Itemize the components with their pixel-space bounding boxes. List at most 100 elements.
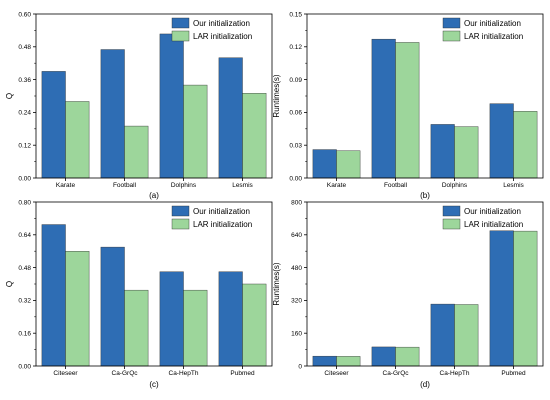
legend: Our initialization LAR initialization [171, 17, 252, 42]
bar [336, 356, 361, 367]
y-tick-label: 0.32 [18, 298, 31, 305]
x-tick-label: Ca-GrQc [383, 370, 410, 377]
panel-label: (b) [420, 191, 430, 200]
y-tick-label: 640 [291, 232, 302, 239]
y-tick-label: 800 [291, 199, 302, 206]
y-tick-label: 0.64 [18, 232, 31, 239]
bar [124, 125, 149, 179]
bar [312, 355, 337, 367]
x-tick-label: Dolphins [442, 182, 468, 189]
y-tick-label: 0.48 [18, 44, 31, 51]
y-tick-label: 0.80 [18, 199, 31, 206]
chart-panel: 0 160 320 480 640 800 Citeseer Ca-GrQc Ca-HepTh P… [272, 199, 544, 389]
panel-label: (c) [149, 380, 159, 389]
legend-label: Our initialization [193, 207, 250, 216]
x-tick-label: Lesmis [232, 182, 253, 189]
bar [41, 224, 66, 367]
bar [183, 84, 208, 179]
panel-label: (d) [420, 380, 430, 389]
bar [513, 111, 538, 179]
legend-swatch [171, 30, 190, 42]
bar [395, 42, 420, 179]
y-tick-label: 0.00 [18, 363, 31, 370]
y-axis-label: Runtimes(s) [272, 74, 281, 117]
bar [242, 283, 267, 367]
bar [430, 303, 455, 367]
y-tick-label: 0.00 [18, 175, 31, 182]
bar [124, 289, 149, 367]
legend-label: Our initialization [464, 207, 521, 216]
bar [41, 71, 66, 179]
bar [242, 93, 267, 179]
chart-panel: 0.00 0.16 0.32 0.48 0.64 0.80 Citeseer Ca-GrQc C… [5, 199, 273, 389]
x-tick-label: Lesmis [503, 182, 524, 189]
x-tick-label: Ca-HepTh [440, 370, 470, 377]
legend-swatch [171, 218, 190, 230]
y-tick-label: 0.15 [289, 11, 302, 18]
legend-label: Our initialization [193, 19, 250, 28]
bar [489, 103, 514, 179]
bar [312, 149, 337, 179]
legend-label: LAR initialization [464, 220, 523, 229]
bar [454, 304, 479, 367]
x-tick-label: Pubmed [501, 370, 526, 377]
y-axis-label: Q [5, 281, 14, 287]
y-tick-label: 0.36 [18, 77, 31, 84]
legend-swatch [171, 17, 190, 29]
bar [371, 38, 396, 179]
y-tick-label: 0.16 [18, 331, 31, 338]
bar [371, 346, 396, 367]
legend-label: LAR initialization [193, 32, 252, 41]
x-tick-label: Ca-HepTh [169, 370, 199, 377]
legend-swatch [442, 17, 461, 29]
bar [336, 150, 361, 179]
legend-label: LAR initialization [193, 220, 252, 229]
bar [183, 289, 208, 367]
x-tick-label: Ca-GrQc [112, 370, 139, 377]
bar [513, 230, 538, 367]
x-tick-label: Citeseer [324, 370, 349, 377]
y-tick-label: 0.48 [18, 265, 31, 272]
y-tick-label: 0.60 [18, 11, 31, 18]
x-tick-label: Football [384, 182, 408, 189]
legend-label: LAR initialization [464, 32, 523, 41]
y-tick-label: 0.06 [289, 110, 302, 117]
x-tick-label: Football [113, 182, 137, 189]
y-tick-label: 0.12 [289, 44, 302, 51]
y-axis-label: Q [5, 93, 14, 99]
y-tick-label: 320 [291, 298, 302, 305]
x-tick-label: Karate [56, 182, 76, 189]
y-tick-label: 0 [298, 363, 302, 370]
y-tick-label: 0.03 [289, 143, 302, 150]
chart-panel: 0.00 0.12 0.24 0.36 0.48 0.60 Karate Football Do… [5, 11, 273, 200]
y-tick-label: 0.12 [18, 143, 31, 150]
bar [395, 346, 420, 367]
bar [218, 271, 243, 367]
bar [218, 57, 243, 179]
legend-swatch [442, 205, 461, 217]
bar [159, 33, 184, 179]
legend-swatch [442, 30, 461, 42]
legend-swatch [442, 218, 461, 230]
bar [100, 49, 125, 179]
x-tick-label: Citeseer [53, 370, 78, 377]
x-tick-label: Pubmed [230, 370, 255, 377]
y-tick-label: 0.09 [289, 77, 302, 84]
x-tick-label: Dolphins [171, 182, 197, 189]
y-tick-label: 0.24 [18, 110, 31, 117]
x-tick-label: Karate [327, 182, 347, 189]
y-tick-label: 160 [291, 331, 302, 338]
panel-label: (a) [149, 191, 159, 200]
legend: Our initialization LAR initialization [442, 17, 523, 42]
legend-label: Our initialization [464, 19, 521, 28]
bar [454, 126, 479, 179]
y-tick-label: 480 [291, 265, 302, 272]
legend-swatch [171, 205, 190, 217]
bar [65, 250, 90, 367]
legend: Our initialization LAR initialization [442, 205, 523, 230]
bar [65, 101, 90, 179]
bar [489, 230, 514, 367]
bar [100, 246, 125, 367]
